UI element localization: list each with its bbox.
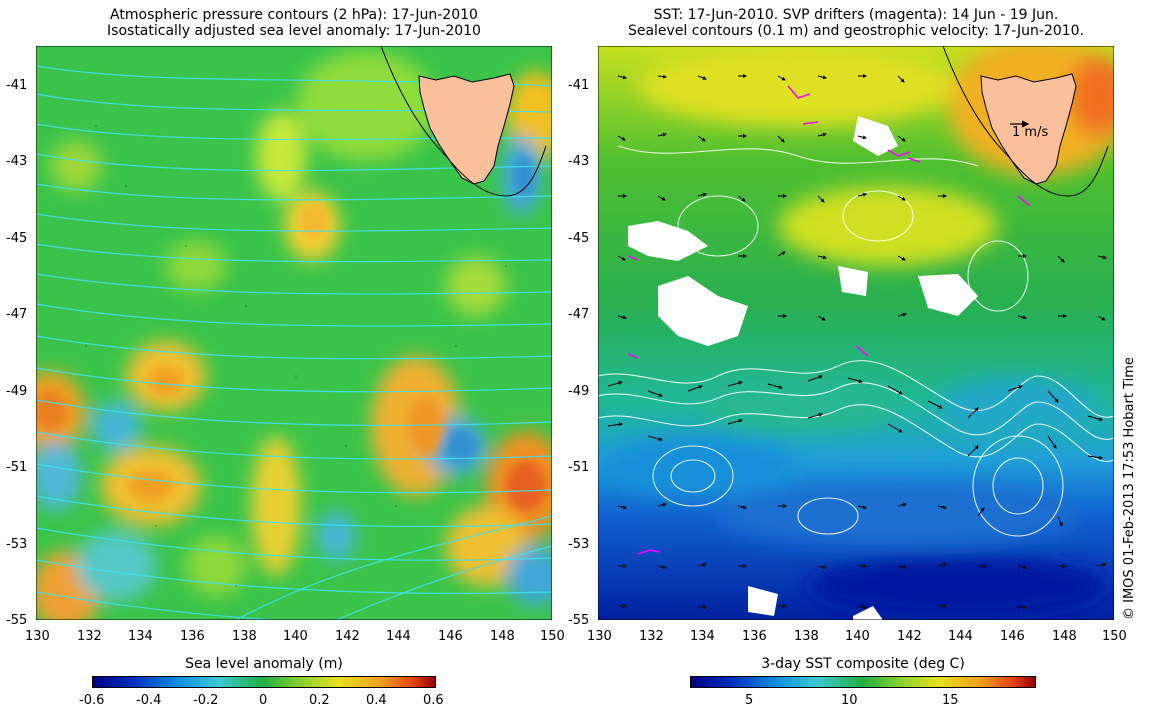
lat-tick: -43 [6, 154, 28, 169]
lon-tick: 136 [180, 629, 205, 644]
sea-level-colorbar [92, 676, 436, 688]
lon-tick: 138 [794, 629, 819, 644]
lat-tick: -45 [6, 231, 28, 246]
left-title-line1: Atmospheric pressure contours (2 hPa): 1… [110, 7, 478, 23]
lon-tick: 148 [490, 629, 515, 644]
lat-tick: -41 [568, 78, 590, 93]
lon-tick: 138 [232, 629, 257, 644]
lon-tick: 150 [540, 629, 565, 644]
lon-tick: 140 [283, 629, 308, 644]
lat-tick: -49 [6, 384, 28, 399]
colorbar-tick: -0.6 [79, 693, 105, 708]
lat-tick: -53 [568, 537, 590, 552]
lon-tick: 132 [77, 629, 102, 644]
imos-credit: © IMOS 01-Feb-2013 17:53 Hobart Time [1122, 357, 1137, 620]
sea-level-colorbar-label: Sea level anomaly (m) [185, 656, 343, 672]
lon-tick: 146 [438, 629, 463, 644]
lon-tick: 130 [587, 629, 612, 644]
lat-tick: -45 [568, 231, 590, 246]
colorbar-tick: 5 [745, 693, 754, 708]
sst-colorbar-label: 3-day SST composite (deg C) [761, 656, 965, 672]
colorbar-tick: 0.4 [366, 693, 387, 708]
colorbar-tick: 0.6 [423, 693, 444, 708]
lat-tick: -47 [6, 307, 28, 322]
lon-tick: 132 [639, 629, 664, 644]
lat-tick: -51 [568, 460, 590, 475]
lon-tick: 142 [335, 629, 360, 644]
lon-tick: 140 [845, 629, 870, 644]
lon-tick: 150 [1102, 629, 1127, 644]
lat-tick: -41 [6, 78, 28, 93]
lat-tick: -55 [6, 613, 28, 628]
colorbar-tick: 10 [841, 693, 858, 708]
lon-tick: 130 [25, 629, 50, 644]
left-title-line2: Isostatically adjusted sea level anomaly… [107, 23, 481, 39]
colorbar-tick: 0.2 [309, 693, 330, 708]
right-title-line2: Sealevel contours (0.1 m) and geostrophi… [627, 23, 1085, 39]
colorbar-tick: -0.2 [193, 693, 219, 708]
lat-tick: -49 [568, 384, 590, 399]
lon-tick: 142 [897, 629, 922, 644]
lon-tick: 136 [742, 629, 767, 644]
lat-tick: -55 [568, 613, 590, 628]
colorbar-tick: -0.4 [136, 693, 162, 708]
sea-level-anomaly-map [36, 46, 552, 620]
lon-tick: 146 [1000, 629, 1025, 644]
lon-tick: 148 [1052, 629, 1077, 644]
lon-tick: 134 [690, 629, 715, 644]
sst-map [598, 46, 1114, 620]
lat-tick: -43 [568, 154, 590, 169]
lon-tick: 144 [948, 629, 973, 644]
sst-colorbar [690, 676, 1036, 688]
colorbar-tick: 0 [259, 693, 268, 708]
lon-tick: 134 [128, 629, 153, 644]
right-title-line1: SST: 17-Jun-2010. SVP drifters (magenta)… [653, 7, 1059, 23]
colorbar-tick: 15 [942, 693, 959, 708]
lon-tick: 144 [386, 629, 411, 644]
velocity-scale-label: 1 m/s [1012, 125, 1049, 140]
lat-tick: -53 [6, 537, 28, 552]
lat-tick: -51 [6, 460, 28, 475]
lat-tick: -47 [568, 307, 590, 322]
